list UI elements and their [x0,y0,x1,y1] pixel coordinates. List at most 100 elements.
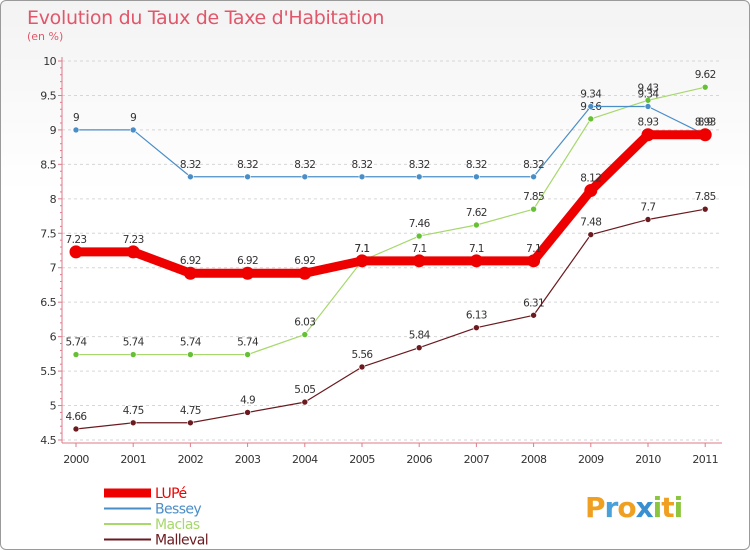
data-label-maclas: 9.43 [638,82,659,94]
logo-letter: o [617,491,636,524]
data-label-maclas: 5.74 [180,337,202,349]
data-point-lup [412,254,426,268]
x-tick-label: 2006 [406,453,432,466]
chart-title: Evolution du Taux de Taxe d'Habitation [27,7,385,29]
data-label-lup: 8.12 [580,173,601,185]
y-tick-label: 8 [50,193,57,206]
data-label-maclas: 7.46 [409,218,431,230]
data-label-bessey: 8.32 [352,159,373,171]
data-label-lup: 7.1 [526,243,541,255]
data-point-maclas [530,205,537,213]
x-tick-label: 2001 [120,453,146,466]
x-tick-label: 2007 [464,453,490,466]
logo-letter: t [661,491,674,524]
data-point-malleval [129,419,137,427]
data-label-bessey: 9 [73,112,79,124]
data-label-bessey: 8.32 [294,159,315,171]
y-tick-label: 7 [50,262,57,275]
data-point-lup [241,266,255,280]
x-tick-label: 2003 [235,453,261,466]
series-line-bessey [75,105,706,178]
data-label-lup: 8.9 [698,117,713,129]
legend-label-bessey: Bessey [155,502,201,518]
y-tick-label: 8.5 [40,158,56,171]
data-label-lup: 6.92 [237,255,258,267]
x-tick-label: 2005 [349,453,375,466]
data-label-lup: 6.92 [294,255,315,267]
data-point-bessey [644,103,652,110]
data-label-maclas: 5.74 [66,337,88,349]
data-label-lup: 7.1 [412,243,427,255]
data-label-bessey: 8.32 [237,159,258,171]
data-point-malleval [701,205,709,213]
data-point-malleval [358,363,366,371]
y-tick-label: 5.5 [40,365,56,378]
x-tick-label: 2010 [635,453,661,466]
y-tick-label: 4.5 [40,434,56,447]
logo-letter: x [635,491,654,524]
data-label-malleval: 4.75 [180,405,201,417]
data-label-lup: 7.23 [123,234,144,246]
data-label-maclas: 7.85 [523,191,544,203]
x-tick-label: 2000 [63,453,89,466]
series-line-malleval [75,208,706,430]
data-point-maclas [701,83,709,91]
logo-letter: r [604,491,619,524]
data-label-malleval: 6.31 [523,297,544,309]
data-label-maclas: 7.62 [466,207,487,219]
data-label-bessey: 9 [130,112,136,124]
legend-label-maclas: Maclas [155,517,200,533]
legend-label-malleval: Malleval [155,533,208,549]
data-label-malleval: 4.66 [66,411,88,423]
data-label-malleval: 4.75 [123,405,144,417]
data-label-lup: 7.23 [66,234,87,246]
data-point-malleval [530,311,537,319]
data-point-maclas [587,115,595,123]
data-point-lup [469,254,483,268]
data-point-bessey [72,126,80,134]
data-label-lup: 7.1 [469,243,484,255]
data-point-lup [355,254,369,268]
data-label-malleval: 5.84 [409,330,431,342]
data-label-bessey: 8.32 [523,159,544,171]
data-point-bessey [587,103,595,110]
data-point-maclas [301,331,309,338]
x-tick-label: 2009 [578,453,604,466]
x-tick-label: 2004 [292,453,318,466]
data-point-bessey [301,173,309,181]
series-line-lup [71,130,710,278]
unit-label: (en %) [27,30,64,43]
data-point-malleval [415,344,423,351]
data-point-bessey [187,173,194,181]
data-point-malleval [72,425,80,433]
data-label-maclas: 5.74 [237,337,259,349]
data-point-lup [126,245,140,259]
data-label-bessey: 8.32 [466,159,487,171]
data-label-malleval: 5.05 [294,384,315,396]
data-label-bessey: 8.32 [409,159,430,171]
data-point-bessey [415,173,423,181]
data-point-maclas [473,221,480,229]
y-tick-label: 7.5 [40,227,56,240]
data-point-lup [698,128,712,142]
data-point-malleval [244,409,251,416]
data-point-maclas [72,351,80,358]
data-label-malleval: 6.13 [466,310,487,322]
series-line-maclas [75,86,706,356]
data-point-malleval [301,398,309,406]
data-point-lup [527,254,541,268]
data-label-malleval: 7.48 [580,217,601,229]
data-label-lup: 7.1 [355,243,370,255]
data-point-bessey [129,126,137,134]
data-point-malleval [644,216,652,223]
data-label-malleval: 4.9 [240,394,255,406]
data-point-maclas [187,351,194,358]
data-point-bessey [244,173,251,181]
legend-label-lup: LUPé [155,486,187,502]
data-point-lup [641,128,655,142]
data-label-malleval: 7.85 [695,191,716,203]
y-tick-label: 5 [50,400,57,413]
data-label-bessey: 8.32 [180,159,201,171]
data-label-malleval: 7.7 [641,201,656,213]
